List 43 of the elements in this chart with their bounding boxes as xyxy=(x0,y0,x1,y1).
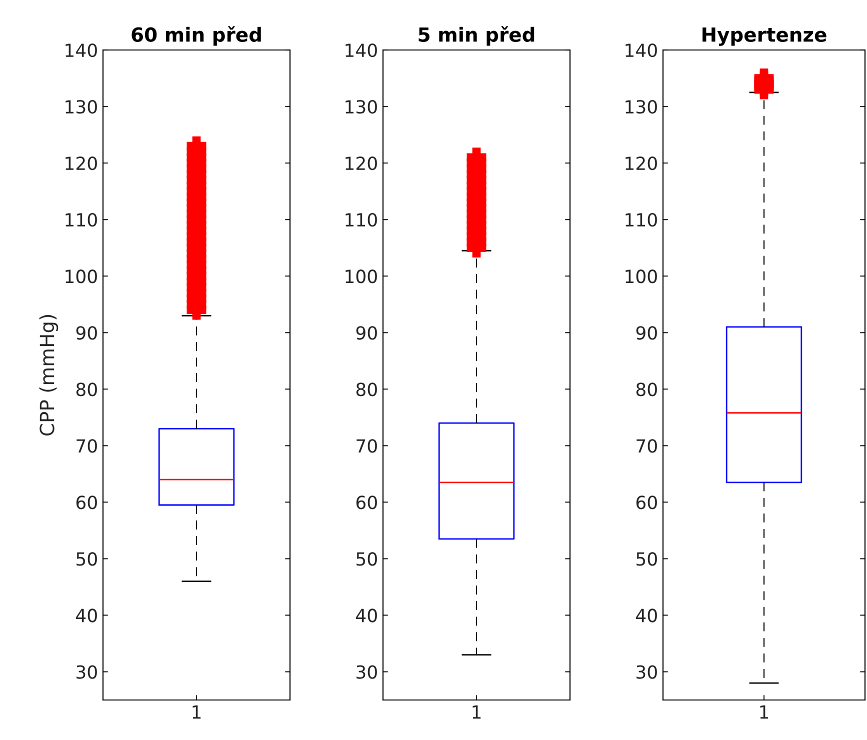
y-tick-label: 100 xyxy=(346,270,377,284)
y-tick-label: 140 xyxy=(626,43,657,58)
y-tick-label: 90 xyxy=(636,326,657,340)
y-axis-title: CPP (mmHg) xyxy=(39,315,58,436)
y-tick-label: 110 xyxy=(346,213,377,227)
y-tick-label: 30 xyxy=(356,665,377,679)
y-tick-label: 60 xyxy=(76,496,97,510)
y-tick-label: 90 xyxy=(356,326,377,340)
y-tick-label: 60 xyxy=(356,496,377,510)
y-tick-label: 50 xyxy=(636,552,657,566)
y-tick-label: 70 xyxy=(636,439,657,453)
y-tick-label: 90 xyxy=(76,326,97,340)
y-tick-label: 80 xyxy=(76,382,97,396)
y-tick-label: 120 xyxy=(346,156,377,170)
chart-title: Hypertenze xyxy=(702,27,826,46)
y-tick-label: 70 xyxy=(356,439,377,453)
y-tick-label: 40 xyxy=(356,608,377,622)
y-tick-label: 40 xyxy=(636,608,657,622)
y-tick-label: 80 xyxy=(636,382,657,396)
y-tick-label: 50 xyxy=(76,552,97,566)
chart-title: 60 min před xyxy=(132,26,261,46)
y-tick-label: 140 xyxy=(346,43,377,58)
y-tick-label: 70 xyxy=(76,439,97,453)
y-tick-label: 130 xyxy=(346,100,377,114)
x-tick-label: 1 xyxy=(760,705,768,719)
x-tick-label: 1 xyxy=(472,705,481,719)
y-tick-label: 110 xyxy=(626,213,657,227)
y-tick-label: 110 xyxy=(66,213,97,227)
y-tick-label: 30 xyxy=(636,665,657,679)
y-tick-label: 40 xyxy=(76,608,97,622)
y-tick-label: 80 xyxy=(356,382,377,396)
y-tick-label: 120 xyxy=(626,156,657,170)
y-tick-label: 100 xyxy=(66,270,97,284)
y-tick-label: 30 xyxy=(76,665,97,679)
y-tick-label: 100 xyxy=(626,270,657,284)
y-tick-label: 120 xyxy=(66,156,97,170)
y-tick-label: 130 xyxy=(626,100,657,114)
chart-title: 5 min před xyxy=(418,26,534,46)
y-tick-label: 60 xyxy=(636,496,657,510)
y-tick-label: 140 xyxy=(66,43,97,58)
y-tick-label: 50 xyxy=(356,552,377,566)
y-tick-label: 130 xyxy=(66,100,97,114)
x-tick-label: 1 xyxy=(192,705,201,719)
